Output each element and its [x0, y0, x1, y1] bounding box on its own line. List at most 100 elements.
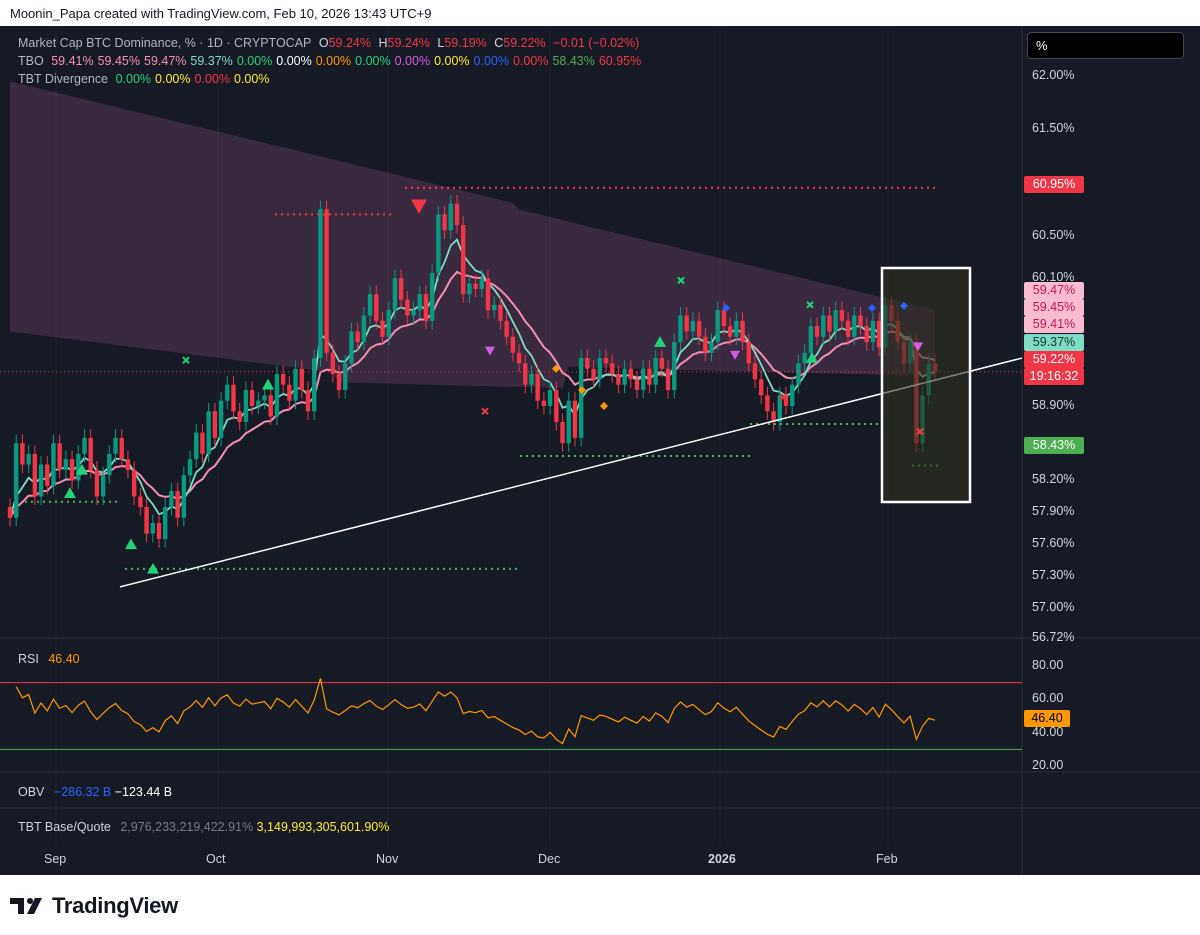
candle-body [603, 358, 609, 364]
candle-body [14, 443, 19, 518]
tbo-value-7: 0.00% [355, 54, 391, 68]
tbo-label[interactable]: TBO [18, 54, 44, 68]
price-tag: 60.95% [1024, 176, 1084, 193]
tbo-cloud [10, 81, 935, 389]
tradingview-footer: TradingView [10, 892, 178, 920]
candle-body [237, 411, 242, 422]
candle-body [38, 464, 44, 497]
tradingview-logo-text: TradingView [52, 893, 178, 918]
candle-body [63, 459, 69, 470]
candle-body [641, 368, 646, 390]
time-axis-label: Oct [206, 852, 226, 866]
candle-body [715, 310, 720, 343]
main-legend[interactable]: Market Cap BTC Dominance, % · 1D · CRYPT… [18, 36, 643, 50]
candle-body [510, 336, 516, 353]
candle-body [212, 411, 218, 438]
time-axis-label: Feb [876, 852, 898, 866]
candle-body [181, 475, 187, 518]
tbo-value-3: 59.37% [190, 54, 233, 68]
candle-body [727, 326, 733, 337]
warning-diamond-icon [600, 401, 608, 410]
candle-body [256, 400, 261, 406]
tbt-value-3: 0.00% [233, 72, 270, 86]
candle-body [554, 389, 559, 422]
warning-diamond-icon [552, 364, 560, 373]
candle-body [336, 374, 342, 390]
price-tag: 19:16:32 [1024, 368, 1084, 385]
candle-body [156, 523, 162, 540]
green-cross-icon [677, 276, 685, 285]
buy-triangle-icon [125, 538, 137, 550]
candle-body [609, 363, 615, 375]
time-axis-label: Dec [538, 852, 561, 866]
tbo-value-4: 0.00% [236, 54, 273, 68]
tbt-value-1: 0.00% [155, 72, 191, 86]
candle-body [560, 421, 565, 444]
candle-body [833, 310, 838, 332]
candle-body [88, 437, 93, 470]
candle-body [535, 374, 540, 401]
candle-body [423, 294, 429, 321]
red-cross-icon [481, 407, 489, 415]
candle-body [690, 320, 696, 332]
candle-body [448, 203, 453, 231]
obv-value-1: −286.32 B [53, 785, 112, 799]
candle-body [703, 336, 708, 353]
price-axis-label: 57.90% [1032, 504, 1075, 519]
candle-body [622, 368, 627, 385]
tbo-value-2: 59.47% [144, 54, 187, 68]
obv-legend[interactable]: OBV −286.32 B −123.44 B [18, 785, 172, 799]
candle-body [280, 374, 286, 385]
tbt-base-legend[interactable]: TBT Base/Quote 2,976,233,219,422.91% 3,1… [18, 820, 389, 834]
candle-body [758, 379, 764, 396]
tbt-base-value-2: 3,149,993,305,601.90% [256, 820, 390, 834]
candle-body [870, 320, 876, 343]
candle-body [523, 363, 528, 385]
price-axis-label: 60.50% [1032, 227, 1075, 242]
candle-body [442, 214, 447, 231]
candle-body [429, 272, 435, 321]
tbo-value-13: 60.95% [598, 54, 642, 68]
tbt-base-value-1: 2,976,233,219,422.91% [120, 820, 254, 834]
candle-body [616, 374, 621, 385]
candle-body [740, 320, 745, 343]
rsi-label: RSI [18, 652, 39, 666]
price-axis-label: 58.90% [1032, 397, 1075, 412]
rsi-legend[interactable]: RSI 46.40 [18, 652, 80, 666]
candle-body [752, 363, 758, 380]
candle-body [7, 507, 13, 518]
price-tag: 59.37% [1024, 334, 1084, 351]
rsi-line [15, 678, 936, 745]
candle-body [814, 326, 820, 337]
candle-body [392, 278, 398, 311]
price-axis-label: 57.60% [1032, 536, 1075, 551]
candle-body [187, 459, 193, 476]
unit-selector[interactable]: % [1027, 32, 1184, 59]
tbt-label[interactable]: TBT Divergence [18, 72, 109, 86]
chart-svg[interactable] [0, 26, 1200, 875]
tbo-value-10: 0.00% [473, 54, 509, 68]
candle-body [547, 389, 553, 406]
candle-body [374, 294, 379, 321]
candle-body [76, 453, 81, 481]
candle-body [318, 209, 323, 359]
tbt-legend[interactable]: TBT Divergence 0.00% 0.00% 0.00% 0.00% [18, 72, 277, 86]
candle-body [436, 214, 441, 273]
high-value: 59.24% [387, 36, 430, 50]
candle-body [541, 400, 547, 406]
candle-body [163, 507, 168, 540]
symbol-title[interactable]: Market Cap BTC Dominance, % · 1D · CRYPT… [18, 36, 312, 50]
tbo-legend[interactable]: TBO 59.41% 59.45% 59.47% 59.37% 0.00% 0.00% 0.… [18, 54, 649, 68]
candle-body [492, 304, 497, 311]
candle-body [479, 278, 485, 289]
candle-body [94, 469, 100, 497]
candle-body [591, 368, 596, 380]
candle-body [231, 384, 236, 412]
candle-body [386, 310, 391, 337]
chart-area[interactable]: Market Cap BTC Dominance, % · 1D · CRYPT… [0, 26, 1200, 875]
candle-body [20, 443, 25, 465]
candle-body [367, 294, 373, 316]
candle-body [268, 395, 273, 417]
candle-body [467, 283, 472, 295]
